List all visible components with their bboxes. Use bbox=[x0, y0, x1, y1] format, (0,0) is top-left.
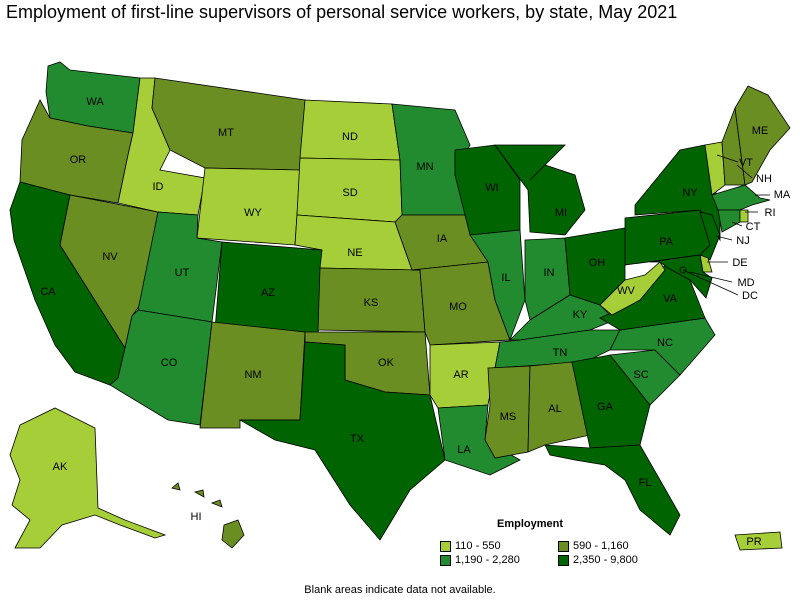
legend-label-class-2: 1,190 - 2,280 bbox=[455, 554, 520, 566]
legend-item-class-0: 110 - 550 bbox=[440, 540, 558, 552]
leader-line-ct bbox=[731, 221, 743, 227]
state-label-MN: MN bbox=[416, 161, 433, 173]
state-TX[interactable] bbox=[238, 341, 446, 541]
map-title: Employment of first-line supervisors of … bbox=[6, 2, 678, 22]
state-label-IN: IN bbox=[544, 267, 555, 279]
state-label-CT: CT bbox=[746, 221, 761, 233]
state-label-WA: WA bbox=[86, 96, 104, 108]
legend-item-class-3: 2,350 - 9,800 bbox=[558, 554, 668, 566]
state-label-CO: AZ bbox=[261, 287, 275, 299]
state-label-WI: WI bbox=[485, 182, 498, 194]
state-WV[interactable] bbox=[599, 261, 666, 316]
state-label-IA: IA bbox=[437, 233, 448, 245]
state-label-GA: GA bbox=[597, 401, 614, 413]
state-MI[interactable] bbox=[494, 144, 586, 236]
legend-item-class-1: 590 - 1,160 bbox=[558, 540, 668, 552]
state-label-NH: NH bbox=[756, 173, 772, 185]
state-label-MI: MI bbox=[555, 207, 567, 219]
state-label-MA: MA bbox=[774, 189, 791, 201]
state-label-CA: CA bbox=[40, 286, 56, 298]
state-label-DC: DC bbox=[742, 290, 758, 302]
state-label-RI: RI bbox=[765, 207, 776, 219]
state-label-NJ: NJ bbox=[736, 235, 749, 247]
state-label-ND: ND bbox=[342, 131, 358, 143]
state-label-WV: WV bbox=[617, 285, 635, 297]
state-label-KS: KS bbox=[364, 297, 379, 309]
state-FL[interactable] bbox=[544, 444, 681, 536]
state-NY[interactable] bbox=[634, 144, 721, 242]
state-label-TX: TX bbox=[350, 433, 365, 445]
legend-title: Employment bbox=[496, 518, 563, 530]
state-ME[interactable] bbox=[734, 85, 791, 186]
legend-swatch-class-3 bbox=[558, 554, 569, 566]
state-NJ[interactable] bbox=[699, 211, 721, 261]
leader-line-nh bbox=[736, 164, 753, 179]
state-label-ME: ME bbox=[752, 125, 769, 137]
state-label-OH: OH bbox=[589, 257, 606, 269]
state-label-DE: DE bbox=[732, 257, 747, 269]
state-label-PA: PA bbox=[659, 236, 674, 248]
leader-line-vt bbox=[716, 154, 739, 163]
state-label-AZ: CO bbox=[161, 357, 178, 369]
state-MT[interactable] bbox=[151, 77, 306, 171]
state-label-SD: SD bbox=[342, 187, 357, 199]
state-label-MO: MO bbox=[449, 301, 467, 313]
state-label-IL: IL bbox=[501, 272, 510, 284]
state-label-VT: VT bbox=[739, 157, 753, 169]
state-label-NY: NY bbox=[682, 187, 698, 199]
leader-line-nj bbox=[715, 235, 733, 241]
state-label-AR: AR bbox=[453, 369, 468, 381]
state-label-MT: MT bbox=[218, 127, 234, 139]
state-GA[interactable] bbox=[571, 354, 651, 449]
state-label-NV: NV bbox=[102, 251, 118, 263]
state-label-ID: ID bbox=[153, 181, 164, 193]
leader-line-dc bbox=[682, 269, 739, 296]
state-label-LA: LA bbox=[457, 444, 471, 456]
state-MD[interactable] bbox=[649, 254, 713, 299]
leader-line-md bbox=[689, 271, 733, 283]
legend-swatch-class-1 bbox=[558, 540, 569, 552]
state-label-NM: NM bbox=[244, 369, 261, 381]
state-label-NE: NE bbox=[347, 247, 362, 259]
state-AL[interactable] bbox=[527, 361, 591, 453]
state-label-MD: MD bbox=[737, 277, 754, 289]
state-AK[interactable] bbox=[9, 407, 167, 549]
legend-label-class-1: 590 - 1,160 bbox=[573, 540, 629, 552]
legend-label-class-0: 110 - 550 bbox=[455, 540, 501, 552]
state-label-KY: KY bbox=[573, 309, 588, 321]
legend-swatch-class-2 bbox=[440, 554, 451, 566]
footnote: Blank areas indicate data not available. bbox=[304, 584, 496, 596]
state-label-VA: VA bbox=[663, 293, 678, 305]
state-ND[interactable] bbox=[299, 99, 401, 161]
state-label-AK: AK bbox=[53, 461, 68, 473]
state-label-UT: UT bbox=[175, 267, 190, 279]
state-RI[interactable] bbox=[739, 209, 749, 223]
state-label-MS: MS bbox=[500, 411, 517, 423]
state-PR[interactable] bbox=[734, 531, 783, 551]
state-label-OK: OK bbox=[378, 357, 395, 369]
state-label-FL: FL bbox=[639, 477, 652, 489]
state-label-AL: AL bbox=[548, 403, 561, 415]
state-CT[interactable] bbox=[717, 209, 741, 233]
state-label-HI: HI bbox=[191, 511, 202, 523]
legend-label-class-3: 2,350 - 9,800 bbox=[573, 554, 638, 566]
state-HI[interactable] bbox=[171, 482, 245, 549]
state-label-WY: WY bbox=[244, 207, 262, 219]
state-label-TN: TN bbox=[553, 347, 568, 359]
legend-swatch-class-0 bbox=[440, 540, 451, 552]
state-label-SC: SC bbox=[633, 369, 648, 381]
state-label-NC: NC bbox=[657, 337, 673, 349]
state-label-OR: OR bbox=[70, 154, 87, 166]
legend: Employment 110 - 550 590 - 1,160 1,190 -… bbox=[440, 518, 660, 566]
legend-item-class-2: 1,190 - 2,280 bbox=[440, 554, 558, 566]
state-label-PR: PR bbox=[746, 536, 761, 548]
